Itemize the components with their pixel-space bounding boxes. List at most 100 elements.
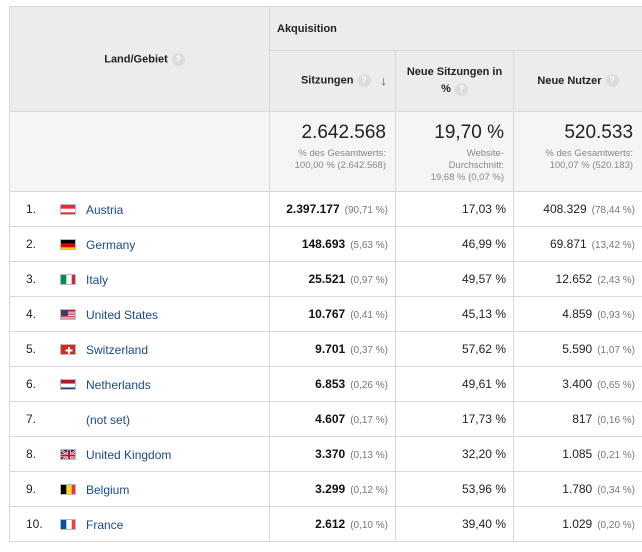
new-users-cell: 1.780 (0,34 %) [512,471,642,507]
netherlands-flag-icon [60,378,76,390]
totals-blank-cell [9,111,270,192]
row-rank: 2. [26,236,37,251]
country-link[interactable]: Belgium [86,482,130,497]
sort-descending-icon[interactable]: ↓ [380,73,388,89]
row-rank: 5. [26,341,37,356]
totals-row: 2.642.568 % des Gesamtwerts: 100,00 % (2… [9,111,642,192]
new-users-cell: 5.590 (1,07 %) [512,331,642,367]
country-cell: 5. Switzerland [9,331,270,367]
new-users-cell: 1.085 (0,21 %) [512,436,642,472]
country-link[interactable]: United Kingdom [86,447,172,462]
flag-placeholder [60,414,76,425]
help-icon[interactable]: ? [171,52,185,66]
country-cell: 1. Austria [9,191,270,227]
sessions-value: 10.767 [308,307,346,321]
country-link[interactable]: Austria [86,202,124,217]
sessions-percent: (0,97 %) [350,275,388,286]
table-row: 2. Germany 148.693 (5,63 %) 46,99 % 69.871… [9,226,642,262]
totals-new-users-sub1: % des Gesamtwerts: [545,148,634,159]
country-cell: 6. Netherlands [9,366,270,402]
totals-new-users-value: 520.533 [564,122,634,143]
sessions-value: 6.853 [315,377,346,391]
sessions-percent: (0,13 %) [350,450,388,461]
row-rank: 7. [26,411,37,426]
sessions-percent: (0,10 %) [350,520,388,531]
table-row: 6. Netherlands 6.853 (0,26 %) 49,61 % 3.40… [9,366,642,402]
country-cell: 2. Germany [9,226,270,262]
country-link[interactable]: Switzerland [86,342,149,357]
new-users-percent: (0,93 %) [597,310,636,321]
column-group-acquisition-label: Akquisition [277,22,337,35]
totals-new-sessions-sub2: Durchschnitt: [448,160,504,171]
new-users-percent: (0,16 %) [597,415,636,426]
sessions-cell: 10.767 (0,41 %) [269,296,396,332]
new-users-percent: (2,43 %) [597,275,636,286]
country-link[interactable]: Germany [86,237,136,252]
sessions-value: 4.607 [315,412,346,426]
totals-sessions: 2.642.568 % des Gesamtwerts: 100,00 % (2… [269,111,396,192]
country-link[interactable]: Italy [86,272,109,287]
new-users-cell: 1.029 (0,20 %) [512,506,642,542]
row-rank: 4. [26,306,37,321]
new-users-percent: (0,21 %) [597,450,636,461]
row-rank: 6. [26,376,37,391]
new-sessions-cell: 17,03 % [395,191,514,227]
new-users-percent: (0,65 %) [597,380,636,391]
new-sessions-value: 49,57 % [461,272,506,286]
sessions-percent: (0,12 %) [350,485,388,496]
new-sessions-cell: 53,96 % [395,471,514,507]
totals-sessions-sub2: 100,00 % (2.642.568) [294,160,386,171]
germany-flag-icon [60,238,76,250]
column-header-new-sessions-label: Neue Sitzungen in % [406,66,503,95]
row-rank: 3. [26,271,37,286]
sessions-percent: (5,63 %) [350,240,388,251]
new-sessions-cell: 32,20 % [395,436,514,472]
new-sessions-value: 17,03 % [461,202,506,216]
sessions-value: 9.701 [315,342,346,356]
new-sessions-value: 17,73 % [461,412,506,426]
uk-flag-icon [60,448,76,460]
totals-new-users-sub2: 100,07 % (520.183) [549,160,634,171]
totals-sessions-sub1: % des Gesamtwerts: [298,148,386,159]
totals-new-users: 520.533 % des Gesamtwerts: 100,07 % (520… [512,111,642,192]
new-users-value: 1.085 [562,447,593,461]
table-row: 9. Belgium 3.299 (0,12 %) 53,96 % 1.780 (0,… [9,471,642,507]
sessions-cell: 3.299 (0,12 %) [269,471,396,507]
help-icon[interactable]: ? [357,74,371,88]
country-cell: 4. United States [9,296,270,332]
table-row: 1. Austria 2.397.177 (90,71 %) 17,03 % 408… [9,191,642,227]
new-users-cell: 12.652 (2,43 %) [512,261,642,297]
country-link[interactable]: Netherlands [86,377,151,392]
new-users-value: 69.871 [549,237,587,251]
new-users-value: 1.029 [562,517,593,531]
new-users-cell: 69.871 (13,42 %) [512,226,642,262]
new-sessions-cell: 39,40 % [395,506,514,542]
sessions-percent: (0,17 %) [350,415,388,426]
country-link[interactable]: France [86,517,124,532]
country-link[interactable]: United States [86,307,159,322]
analytics-table: Land/Gebiet? Akquisition Sitzungen? ↓ Neu… [9,6,642,542]
country-link[interactable]: (not set) [86,412,131,427]
new-users-cell: 3.400 (0,65 %) [512,366,642,402]
column-header-country[interactable]: Land/Gebiet? [9,6,270,112]
new-users-cell: 817 (0,16 %) [512,401,642,437]
column-header-new-users[interactable]: Neue Nutzer? [512,50,642,112]
column-header-new-sessions[interactable]: Neue Sitzungen in %? [395,50,514,112]
totals-new-sessions-sub1: Website- [466,148,504,159]
new-sessions-cell: 49,61 % [395,366,514,402]
totals-sessions-value: 2.642.568 [301,122,386,143]
help-icon[interactable]: ? [454,82,468,96]
help-icon[interactable]: ? [605,74,619,88]
country-cell: 10. France [9,506,270,542]
row-rank: 1. [26,201,37,216]
column-header-country-label: Land/Gebiet [104,52,168,65]
sessions-value: 2.612 [315,517,346,531]
column-header-new-users-label: Neue Nutzer [537,74,602,87]
new-sessions-cell: 17,73 % [395,401,514,437]
new-users-value: 3.400 [562,377,593,391]
column-group-acquisition: Akquisition [268,6,642,51]
table-row: 8. United Kingdom 3.370 (0,13 %) 32,20 % 1… [9,436,642,472]
france-flag-icon [60,518,76,530]
new-users-value: 408.329 [543,202,587,216]
column-header-sessions[interactable]: Sitzungen? ↓ [269,50,396,112]
